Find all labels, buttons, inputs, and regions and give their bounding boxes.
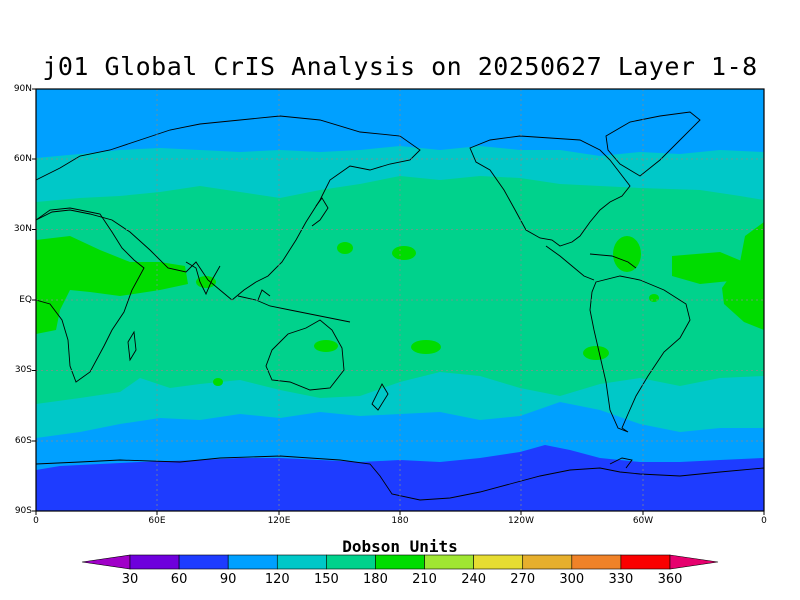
colorbar-swatch [178,554,229,570]
lon-label: 180 [391,516,409,526]
colorbar-label: 240 [461,572,487,587]
colorbar-label: 180 [363,572,388,587]
lon-label: 0 [761,516,767,526]
colorbar-swatch [227,554,278,570]
colorbar-swatch [424,554,474,570]
lon-label: 0 [33,516,39,526]
colorbar-swatch [326,554,376,570]
lat-label: 90N [13,84,32,94]
colorbar-swatch [522,554,573,570]
colorbar-label: 360 [657,572,683,587]
colorbar-label: 150 [313,572,339,587]
lat-label: EQ [19,295,32,305]
lat-label: 30S [14,365,32,375]
lon-label: 60W [632,516,654,526]
colorbar-swatch [620,554,671,570]
colorbar-label: 210 [412,572,437,587]
map-title: j01 Global CrIS Analysis on 20250627 Lay… [42,52,758,81]
colorbar-min-arrow [81,554,131,570]
colorbar-swatch [571,554,622,570]
colorbar-swatch [375,554,425,570]
lat-label: 30N [13,224,32,234]
lat-label: 60N [13,154,32,164]
colorbar-label: 300 [559,572,585,587]
coastlines [36,111,764,501]
lat-label: 90S [14,506,32,516]
colorbar-swatch [473,554,524,570]
colorbar-label: 30 [121,572,139,587]
colorbar [81,554,719,570]
colorbar-swatch [276,554,327,570]
lat-label: 60S [14,436,32,446]
band-60-90-antarctic [36,445,764,511]
colorbar-label: 330 [608,572,634,587]
colorbar-label: 60 [170,572,188,587]
colorbar-max-arrow [669,554,719,570]
band-180-210-patches [36,222,764,386]
colorbar-title: Dobson Units [342,537,458,556]
gridlines [36,89,764,511]
lon-label: 120E [267,516,291,526]
colorbar-swatch [129,554,180,570]
lon-label: 120W [507,516,535,526]
tick-marks [32,88,765,515]
colorbar-label: 90 [219,572,237,587]
colorbar-label: 270 [510,572,536,587]
lon-label: 60E [148,516,166,526]
colorbar-label: 120 [264,572,290,587]
